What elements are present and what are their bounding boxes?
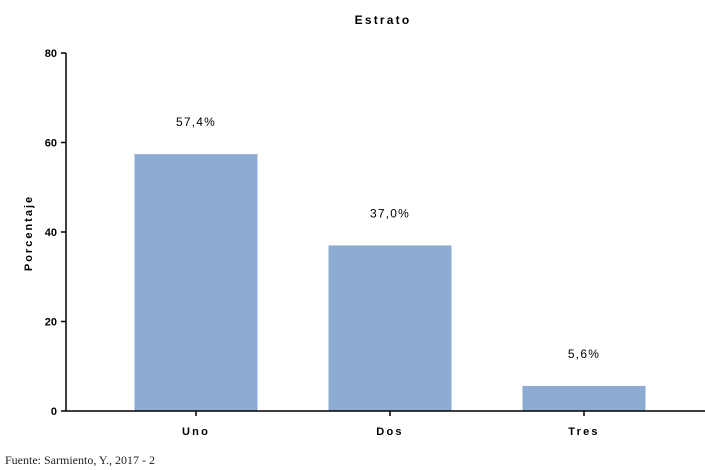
- x-axis: Uno Dos Tres: [66, 410, 705, 438]
- data-labels-group: 57,4% 37,0% 5,6%: [176, 115, 600, 361]
- y-tick-label: 80: [45, 48, 57, 60]
- y-tick-label: 0: [51, 406, 57, 418]
- chart-title: Estrato: [355, 13, 412, 27]
- bars-group: [134, 154, 646, 411]
- data-label: 57,4%: [176, 115, 216, 129]
- x-tick-label: Tres: [568, 426, 599, 438]
- bar-uno: [134, 154, 258, 411]
- y-axis: 0 20 40 60 80: [45, 48, 67, 418]
- source-note: Fuente: Sarmiento, Y., 2017 - 2: [5, 453, 155, 467]
- y-tick-label: 40: [45, 227, 57, 239]
- y-tick-label: 20: [45, 317, 57, 329]
- data-label: 37,0%: [370, 206, 410, 220]
- x-tick-label: Uno: [182, 426, 210, 438]
- data-label: 5,6%: [568, 347, 600, 361]
- bar-dos: [328, 245, 452, 411]
- y-tick-label: 60: [45, 138, 57, 150]
- x-tick-label: Dos: [376, 426, 403, 438]
- y-axis-label: Porcentaje: [23, 195, 35, 271]
- bar-tres: [522, 385, 646, 411]
